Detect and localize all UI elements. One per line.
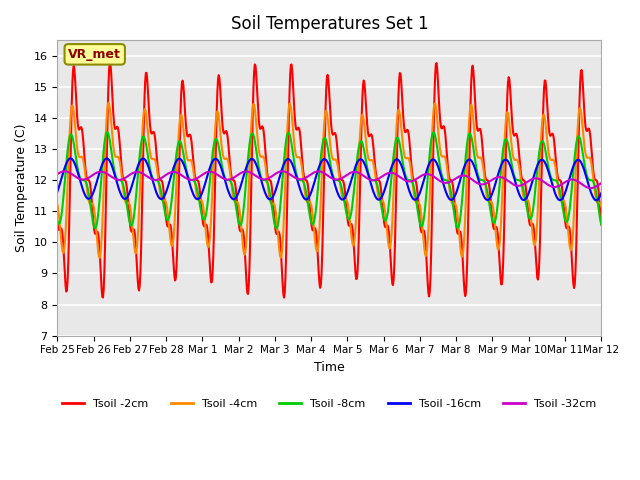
Tsoil -2cm [54, 219, 61, 225]
Line: Tsoil -4cm: Tsoil -4cm [58, 103, 601, 258]
Title: Soil Temperatures Set 1: Soil Temperatures Set 1 [230, 15, 428, 33]
Tsoil -16cm [522, 195, 530, 201]
Tsoil -8cm [467, 133, 475, 139]
Tsoil -32cm [278, 168, 286, 174]
Tsoil -2cm [371, 158, 378, 164]
Tsoil -32cm [370, 178, 378, 183]
Tsoil -32cm [54, 171, 61, 177]
Tsoil -16cm [597, 190, 605, 196]
Tsoil -8cm [273, 225, 280, 231]
Tsoil -8cm [103, 129, 111, 135]
Tsoil -2cm [401, 129, 409, 135]
Text: VR_met: VR_met [68, 48, 121, 61]
Tsoil -2cm [87, 186, 95, 192]
Tsoil -4cm [597, 204, 605, 209]
Line: Tsoil -32cm: Tsoil -32cm [58, 171, 601, 188]
Tsoil -4cm [467, 102, 475, 108]
Tsoil -8cm [401, 172, 409, 178]
Tsoil -2cm [385, 229, 393, 235]
Tsoil -4cm [54, 202, 61, 207]
Tsoil -16cm [401, 172, 408, 178]
Tsoil -8cm [87, 205, 95, 211]
Legend: Tsoil -2cm, Tsoil -4cm, Tsoil -8cm, Tsoil -16cm, Tsoil -32cm: Tsoil -2cm, Tsoil -4cm, Tsoil -8cm, Tsoi… [58, 395, 601, 413]
Tsoil -16cm [88, 193, 95, 199]
Tsoil -4cm [401, 155, 409, 161]
Tsoil -32cm [87, 174, 95, 180]
Tsoil -32cm [586, 185, 594, 191]
Tsoil -32cm [522, 180, 530, 185]
Tsoil -8cm [54, 218, 61, 224]
Tsoil -8cm [371, 178, 378, 183]
Y-axis label: Soil Temperature (C): Soil Temperature (C) [15, 124, 28, 252]
Tsoil -4cm [104, 100, 112, 106]
Tsoil -8cm [385, 201, 393, 207]
Tsoil -16cm [67, 156, 74, 161]
Tsoil -16cm [385, 175, 392, 181]
Tsoil -16cm [593, 197, 600, 203]
Tsoil -32cm [401, 177, 408, 183]
X-axis label: Time: Time [314, 361, 345, 374]
Tsoil -2cm [280, 295, 288, 300]
Tsoil -32cm [467, 176, 474, 181]
Tsoil -4cm [524, 197, 531, 203]
Tsoil -4cm [96, 255, 104, 261]
Tsoil -32cm [597, 180, 605, 186]
Line: Tsoil -16cm: Tsoil -16cm [58, 158, 601, 200]
Tsoil -4cm [371, 167, 378, 173]
Tsoil -16cm [54, 189, 61, 194]
Tsoil -2cm [106, 60, 114, 65]
Tsoil -16cm [370, 190, 378, 196]
Tsoil -32cm [385, 170, 392, 176]
Tsoil -2cm [467, 78, 475, 84]
Line: Tsoil -2cm: Tsoil -2cm [58, 62, 601, 298]
Tsoil -8cm [597, 222, 605, 228]
Tsoil -4cm [87, 201, 95, 207]
Tsoil -8cm [524, 207, 531, 213]
Tsoil -16cm [467, 157, 474, 163]
Tsoil -4cm [385, 244, 393, 250]
Line: Tsoil -8cm: Tsoil -8cm [58, 132, 601, 228]
Tsoil -2cm [597, 222, 605, 228]
Tsoil -2cm [524, 197, 531, 203]
